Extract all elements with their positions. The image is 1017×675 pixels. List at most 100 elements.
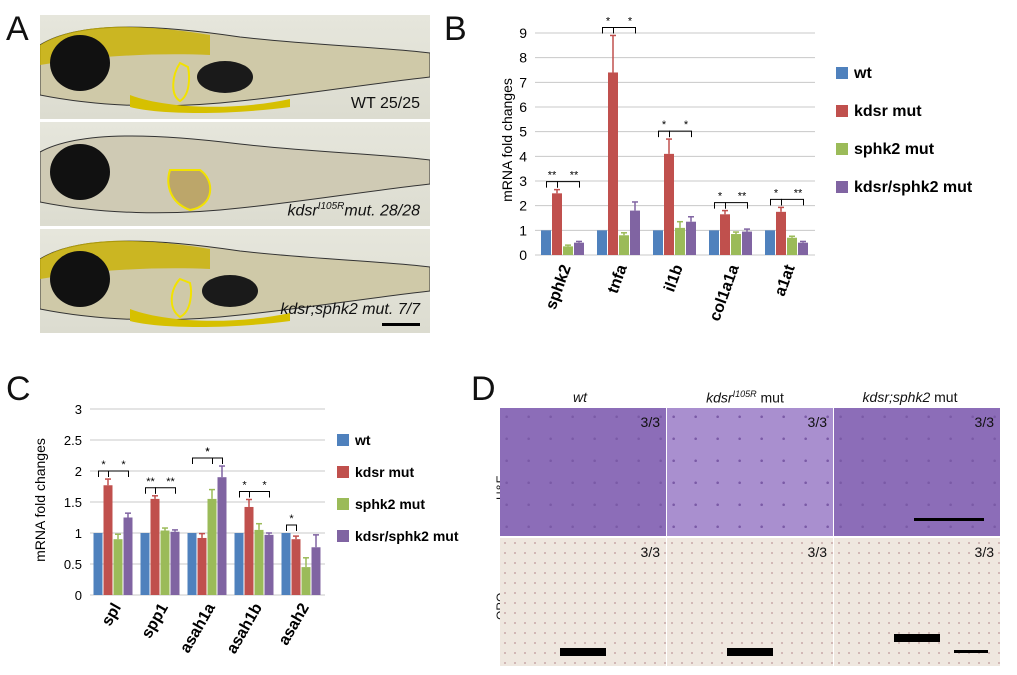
c-significance-bracket [249,491,270,498]
c-bar-kdsr-mut-spp1 [150,498,160,595]
b-bar-kdsr-mut-sphk2 [552,193,562,255]
c-legend-swatch [337,498,349,510]
b-bar-wt-col1a1a [709,230,719,255]
b-bar-kdsr-sphk2-mut-il1b [686,221,696,255]
c-ytick-label: 0 [75,588,82,603]
fish-caption-kdsr-gene: kdsr [287,202,318,219]
b-significance-bracket [725,202,748,209]
c-bar-kdsr-sphk2-mut-asah2 [311,547,321,595]
histology-he-double: 3/3 [834,408,1000,536]
b-legend-label: wt [853,65,872,82]
c-bar-wt-asah1a [187,533,197,595]
b-bar-sphk2-mut-tnfa [619,235,629,255]
b-category-label-sphk2: sphk2 [543,262,575,311]
b-significance-bracket [770,198,782,206]
panel-label-d: D [471,370,496,408]
d-col-title-kdsr-gene: kdsr [706,389,733,406]
c-category-label-spl: spl [99,601,125,630]
panel-label-b: B [444,10,467,48]
chart-c: mRNA fold changes 00.511.522.53 * *** ****… [32,402,459,657]
b-ytick-label: 3 [519,173,527,189]
fish-caption-kdsr: kdsrI105Rmut. 28/28 [287,201,420,220]
c-significance-bracket [145,487,156,494]
c-bar-wt-spl [93,533,103,595]
c-legend-swatch [337,466,349,478]
histology-oro-double: 3/3 [834,538,1000,666]
b-significance-label: * [606,15,611,27]
c-category-label-asah1a: asah1a [177,600,219,656]
b-ytick-label: 6 [519,99,527,115]
scale-bar-he [914,518,984,521]
c-significance-bracket [239,491,250,498]
b-bar-kdsr-mut-tnfa [608,72,618,255]
b-bar-kdsr-sphk2-mut-tnfa [630,210,640,255]
c-legend-swatch [337,530,349,542]
b-significance-bracket [546,181,558,188]
b-bar-wt-a1at [765,230,775,255]
histology-oro-kdsr: 3/3 [667,538,833,666]
b-bar-kdsr-mut-il1b [664,153,674,255]
c-significance-bracket [192,457,223,465]
oro-bottom-kdsr [727,648,773,656]
fish-image-kdsr: kdsrI105Rmut. 28/28 [40,122,430,226]
b-legend-swatch [836,67,848,79]
b-bar-sphk2-mut-a1at [787,237,797,255]
fish-drawing-double [40,240,430,327]
b-legend-label: kdsr mut [854,103,922,120]
panel-label-c: C [6,370,31,408]
fish-caption-wt: WT 25/25 [350,95,420,112]
c-category-label-asah1b: asah1b [224,600,266,656]
b-legend-swatch [836,105,848,117]
b-bar-wt-tnfa [597,230,607,255]
d-col-title-double-gene: kdsr;sphk2 [862,389,931,405]
ratio-he-wt: 3/3 [640,414,660,430]
c-category-label-asah2: asah2 [276,600,313,648]
c-ytick-label: 1.5 [64,495,82,510]
c-bar-sphk2-mut-spl [113,539,123,595]
c-significance-label: * [121,459,126,471]
d-col-title-kdsr-rest: mut [756,389,784,406]
c-bar-sphk2-mut-asah1a [207,498,217,595]
c-ytick-label: 1 [75,526,82,541]
b-legend-swatch [836,143,848,155]
histology-he-kdsr: 3/3 [667,408,833,536]
b-ytick-label: 5 [519,124,527,140]
c-significance-label: * [289,513,294,525]
b-category-label-il1b: il1b [661,262,686,294]
b-category-label-tnfa: tnfa [605,262,631,295]
histology-he-wt: 3/3 [500,408,666,536]
fish-drawing-kdsr [40,135,430,214]
b-ytick-label: 0 [519,247,527,263]
c-significance-label: * [205,446,210,458]
b-bar-kdsr-sphk2-mut-col1a1a [742,231,752,255]
b-ytick-label: 9 [519,25,527,41]
c-significance-bracket [98,470,109,478]
b-bar-kdsr-sphk2-mut-a1at [798,242,808,255]
b-category-label-col1a1a: col1a1a [707,262,743,323]
b-significance-bracket [781,198,804,206]
b-ytick-label: 1 [519,222,527,238]
b-significance-bracket [613,26,636,34]
c-bar-kdsr-mut-asah1a [197,537,207,595]
c-significance-label: * [101,459,106,471]
c-ytick-label: 3 [75,402,82,417]
c-significance-label: ** [146,476,155,488]
c-category-label-spp1: spp1 [139,600,172,641]
b-significance-label: ** [738,191,747,203]
fish-caption-kdsr-allele: I105R [317,200,345,212]
ratio-he-kdsr: 3/3 [807,414,827,430]
c-significance-bracket [192,457,213,465]
b-significance-bracket [557,181,580,188]
b-significance-label: * [684,119,689,131]
c-significance-label: * [262,480,267,492]
c-bar-kdsr-mut-asah2 [291,539,301,595]
c-bar-wt-spp1 [140,533,150,595]
c-bar-kdsr-sphk2-mut-spl [123,517,133,595]
c-significance-bracket [286,524,297,531]
b-bar-wt-il1b [653,230,663,255]
scale-bar-oro [954,650,988,653]
b-bar-kdsr-mut-a1at [776,211,786,255]
c-significance-label: * [205,446,210,458]
c-bar-kdsr-mut-asah1b [244,506,254,595]
b-category-label-a1at: a1at [772,262,799,299]
